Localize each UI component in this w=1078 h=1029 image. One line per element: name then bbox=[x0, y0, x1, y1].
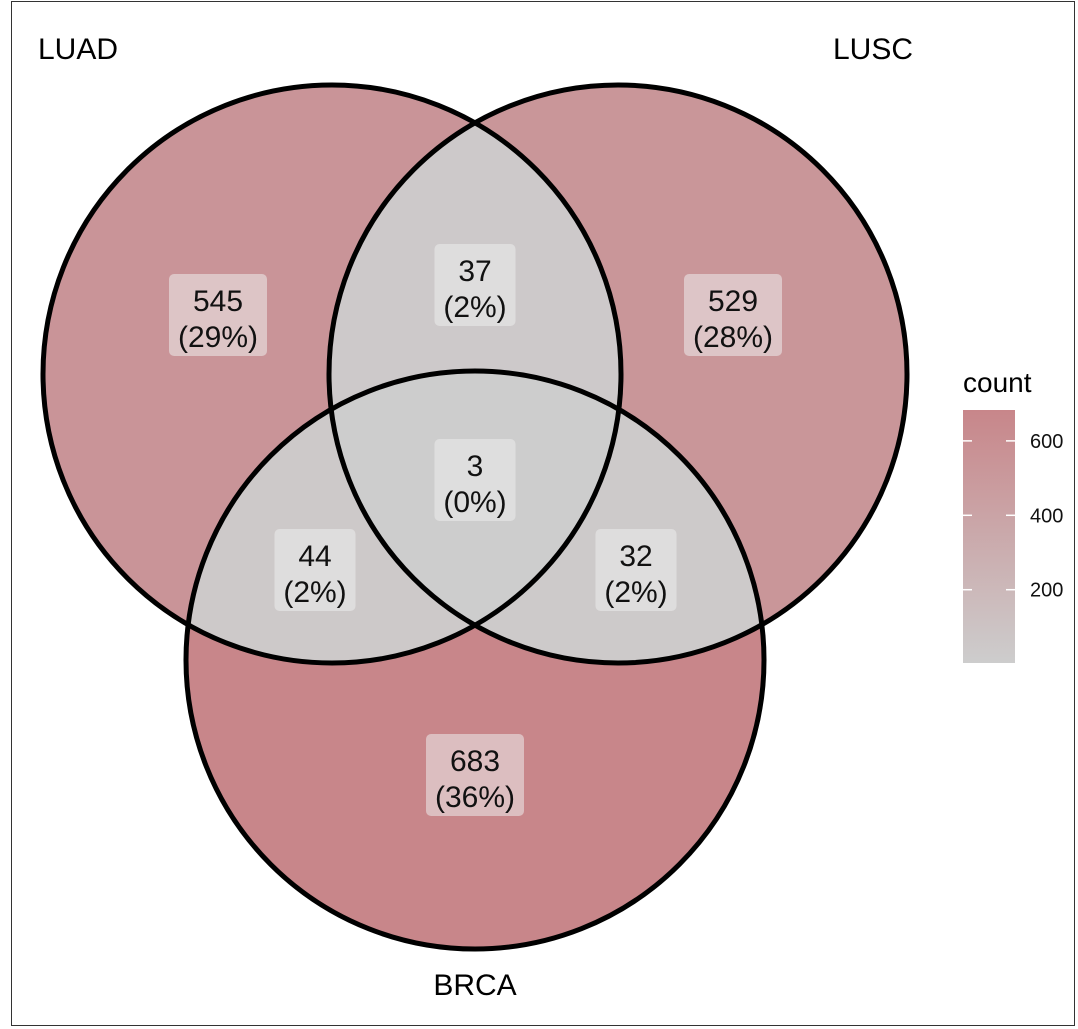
region-percent: (2%) bbox=[283, 576, 346, 609]
region-label-lusc-brca: 32(2%) bbox=[595, 529, 677, 611]
legend-tick-label: 600 bbox=[1030, 431, 1063, 453]
region-label-luad-lusc-brca: 3(0%) bbox=[434, 439, 516, 521]
region-count: 3 bbox=[467, 450, 484, 483]
region-percent: (2%) bbox=[604, 576, 667, 609]
region-label-box bbox=[434, 244, 516, 326]
region-label-box bbox=[595, 529, 677, 611]
set-label-brca: BRCA bbox=[433, 969, 516, 1002]
region-label-brca: 683(36%) bbox=[426, 734, 524, 816]
plot-border bbox=[11, 1, 1075, 1026]
region-count: 44 bbox=[298, 540, 331, 573]
circle-lusc bbox=[326, 82, 910, 666]
region-label-luad-brca: 44(2%) bbox=[274, 529, 356, 611]
region-labels: 545(29%)529(28%)683(36%)37(2%)44(2%)32(2… bbox=[169, 244, 782, 816]
legend-title: count bbox=[963, 367, 1032, 398]
legend-tick-label: 200 bbox=[1030, 580, 1063, 602]
region-count: 529 bbox=[708, 285, 758, 318]
circle-brca bbox=[183, 368, 767, 952]
color-legend: count 200 400 600 bbox=[963, 367, 1063, 663]
circle-outlines bbox=[40, 82, 910, 952]
region-count: 37 bbox=[458, 255, 491, 288]
region-label-box bbox=[684, 274, 782, 356]
region-label-box bbox=[169, 274, 267, 356]
legend-tick-label: 400 bbox=[1030, 505, 1063, 527]
region-label-box bbox=[434, 439, 516, 521]
legend-ticks: 200 400 600 bbox=[963, 431, 1063, 602]
region-percent: (0%) bbox=[443, 486, 506, 519]
region-percent: (28%) bbox=[693, 321, 773, 354]
region-count: 545 bbox=[193, 285, 243, 318]
region-label-box bbox=[274, 529, 356, 611]
region-label-box bbox=[426, 734, 524, 816]
region-label-lusc: 529(28%) bbox=[684, 274, 782, 356]
legend-colorbar bbox=[963, 410, 1015, 663]
region-percent: (36%) bbox=[435, 781, 515, 814]
region-count: 32 bbox=[619, 540, 652, 573]
region-label-luad-lusc: 37(2%) bbox=[434, 244, 516, 326]
region-count: 683 bbox=[450, 745, 500, 778]
region-label-luad: 545(29%) bbox=[169, 274, 267, 356]
region-percent: (2%) bbox=[443, 291, 506, 324]
region-percent: (29%) bbox=[178, 321, 258, 354]
set-label-lusc: LUSC bbox=[833, 33, 913, 66]
circle-luad bbox=[40, 82, 624, 666]
set-label-luad: LUAD bbox=[38, 33, 118, 66]
